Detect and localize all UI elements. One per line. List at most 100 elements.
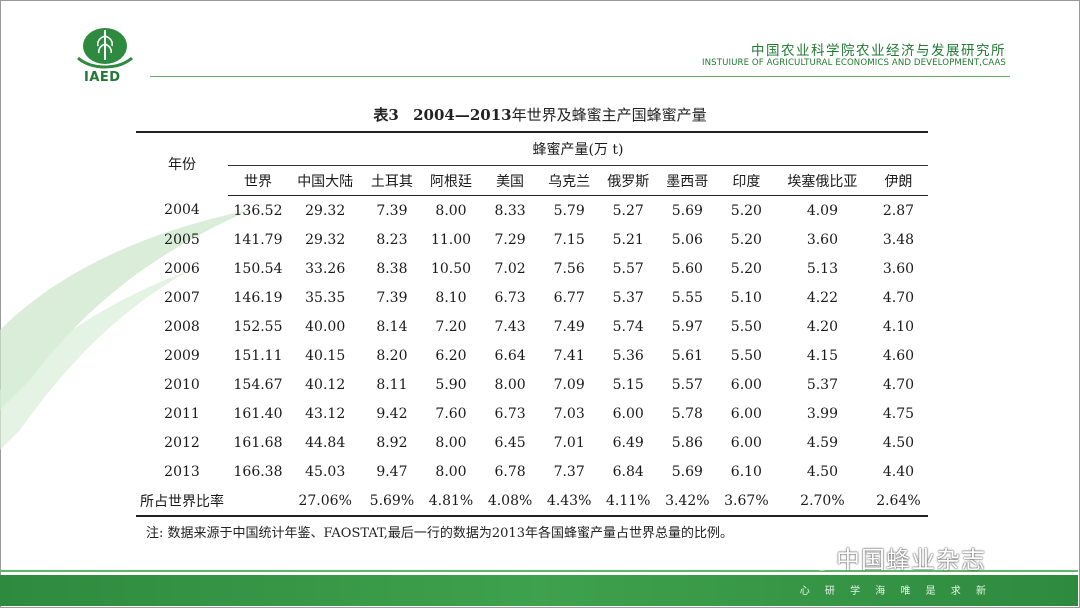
value-cell: 161.40 [233,405,283,422]
value-cell: 5.61 [671,347,703,364]
value-cell: 146.19 [233,289,283,306]
share-cell: 4.81% [421,486,481,517]
value-cell: 6.20 [435,347,467,364]
value-cell: 5.20 [730,231,762,248]
share-cell: 4.43% [539,486,599,517]
value-cell: 9.47 [376,463,408,480]
value-cell: 8.11 [376,376,408,393]
value-cell: 5.27 [612,202,644,219]
table-number: 表3 [373,106,399,124]
table-row: 2009 151.11 40.15 8.20 6.20 6.64 7.41 5.36 5.61 5… [136,341,928,370]
value-cell: 4.70 [882,289,915,306]
value-cell: 161.68 [233,434,283,451]
value-cell: 3.60 [882,260,915,277]
value-cell: 7.37 [553,463,585,480]
share-cell: 4.11% [598,486,658,517]
value-cell: 7.49 [553,318,585,335]
year-cell: 2011 [164,405,200,422]
value-cell: 3.48 [882,231,915,248]
value-cell: 4.40 [882,463,915,480]
value-cell: 29.32 [305,231,346,248]
value-cell: 44.84 [305,434,346,451]
value-cell: 5.55 [671,289,703,306]
value-cell: 7.56 [553,260,585,277]
value-cell: 6.00 [730,376,762,393]
value-cell: 5.36 [612,347,644,364]
value-cell: 151.11 [233,347,283,364]
value-cell: 8.23 [376,231,408,248]
country-header: 俄罗斯 [598,165,658,196]
watermark-text: 中国蜂业杂志 [836,546,986,574]
logo-text: IAED [84,70,121,85]
production-unit-header: 蜂蜜产量(万 t) [228,131,928,166]
value-cell: 166.38 [233,463,283,480]
honey-production-table: 年份 蜂蜜产量(万 t) 世界 中国大陆 土耳其 阿根廷 美国 乌克兰 俄罗斯 墨西哥 印度 埃塞… [136,131,928,517]
table-row: 2011 161.40 43.12 9.42 7.60 6.73 7.03 6.00 5.78 6… [136,399,928,428]
value-cell: 7.41 [553,347,585,364]
footer-bar [0,575,1078,606]
value-cell: 5.37 [612,289,644,306]
share-cell: 2.70% [775,486,869,517]
value-cell: 5.10 [730,289,762,306]
value-cell: 5.78 [671,405,703,422]
value-cell: 136.52 [233,202,283,219]
value-cell: 150.54 [233,260,283,277]
value-cell: 8.00 [435,202,467,219]
value-cell: 9.42 [376,405,408,422]
value-cell: 7.39 [376,202,408,219]
value-cell: 4.15 [806,347,838,364]
value-cell: 7.15 [553,231,585,248]
value-cell: 40.15 [305,347,346,364]
value-cell: 7.09 [553,376,585,393]
value-cell: 35.35 [305,289,346,306]
table-row: 2005 141.79 29.32 8.23 11.00 7.29 7.15 5.21 5.06… [136,225,928,254]
table-row: 2006 150.54 33.26 8.38 10.50 7.02 7.56 5.57 5.60… [136,254,928,283]
year-cell: 2007 [164,289,200,306]
value-cell: 11.00 [430,231,472,248]
share-cell: 4.08% [480,486,540,517]
table-row: 2004 136.52 29.32 7.39 8.00 8.33 5.79 5.27 5.69 5… [136,196,928,226]
value-cell: 154.67 [233,376,283,393]
table-row: 2012 161.68 44.84 8.92 8.00 6.45 7.01 6.49 5.86 6… [136,428,928,457]
value-cell: 4.60 [882,347,915,364]
value-cell: 5.20 [730,260,762,277]
table-note: 注: 数据来源于中国统计年鉴、FAOSTAT,最后一行的数据为2013年各国蜂蜜… [146,526,733,541]
country-header: 乌克兰 [539,165,599,196]
value-cell: 40.00 [305,318,346,335]
year-cell: 2005 [164,231,200,248]
value-cell: 2.87 [882,202,915,219]
year-cell: 2010 [164,376,200,393]
value-cell: 6.49 [612,434,644,451]
value-cell: 29.32 [305,202,346,219]
year-cell: 2009 [164,347,200,364]
value-cell: 8.14 [376,318,408,335]
table-row: 2008 152.55 40.00 8.14 7.20 7.43 7.49 5.74 5.97 5… [136,312,928,341]
value-cell: 6.10 [730,463,762,480]
value-cell: 3.60 [806,231,838,248]
value-cell: 4.22 [806,289,838,306]
value-cell: 5.74 [612,318,644,335]
value-cell: 8.00 [494,376,526,393]
value-cell: 8.20 [376,347,408,364]
country-header-row: 世界 中国大陆 土耳其 阿根廷 美国 乌克兰 俄罗斯 墨西哥 印度 埃塞俄比亚 伊朗 [136,165,928,196]
value-cell: 7.02 [494,260,526,277]
share-row: 所占世界比率 27.06% 5.69% 4.81% 4.08% 4.43% 4.11% 3.4… [136,486,928,517]
table-title-years: 2004—2013 [413,106,512,124]
value-cell: 5.69 [671,463,703,480]
value-cell: 5.15 [612,376,644,393]
value-cell: 5.21 [612,231,644,248]
value-cell: 7.03 [553,405,585,422]
value-cell: 5.97 [671,318,703,335]
value-cell: 5.20 [730,202,762,219]
value-cell: 5.60 [671,260,703,277]
table-body: 2004 136.52 29.32 7.39 8.00 8.33 5.79 5.27 5.69 5… [136,196,928,517]
value-cell: 141.79 [233,231,283,248]
value-cell: 7.20 [435,318,467,335]
value-cell: 3.99 [806,405,838,422]
value-cell: 40.12 [305,376,346,393]
table-row: 2013 166.38 45.03 9.47 8.00 6.78 7.37 6.84 5.69 6… [136,457,928,486]
share-cell: 3.42% [657,486,717,517]
table-title-text: 年世界及蜂蜜主产国蜂蜜产量 [511,106,707,124]
country-header: 伊朗 [868,165,928,196]
value-cell: 6.64 [494,347,526,364]
